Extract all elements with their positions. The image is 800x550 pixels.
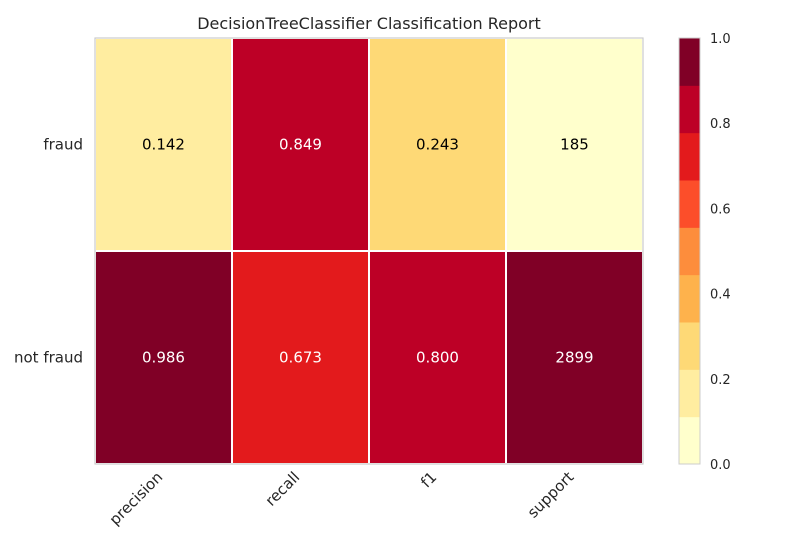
cell-value-label: 2899 <box>555 349 593 367</box>
heatmap-cell <box>94 250 233 465</box>
colorbar: 0.0 0.2 0.4 0.6 0.8 1.0 <box>678 32 731 473</box>
colorbar-frame <box>678 37 701 465</box>
cell-value-label: 0.849 <box>279 136 322 154</box>
column-tick-label: recall <box>262 468 304 510</box>
cell-value-label: 0.243 <box>416 136 459 154</box>
chart-title: DecisionTreeClassifier Classification Re… <box>197 14 541 33</box>
colorbar-segment <box>679 416 700 465</box>
row-tick-label: not fraud <box>14 349 83 367</box>
cell-value-label: 185 <box>560 136 589 154</box>
colorbar-segment <box>679 180 700 228</box>
colorbar-segment <box>679 274 700 323</box>
colorbar-segment <box>679 85 700 134</box>
heatmap-cell <box>231 250 370 465</box>
colorbar-tick-label: 0.8 <box>710 117 731 132</box>
colorbar-tick-label: 0.0 <box>710 458 731 473</box>
cell-value-label: 0.142 <box>142 136 185 154</box>
cell-value-label: 0.986 <box>142 349 185 367</box>
colorbar-segment <box>679 322 700 370</box>
column-tick-label: f1 <box>417 468 440 491</box>
heatmap-cell <box>505 37 644 252</box>
colorbar-tick-label: 0.4 <box>710 288 731 303</box>
colorbar-tick-label: 0.6 <box>710 202 731 217</box>
row-tick-label: fraud <box>43 136 83 154</box>
heatmap-cell <box>231 37 370 252</box>
colorbar-segment <box>679 132 700 181</box>
column-tick-labels: precision recall f1 support <box>106 468 578 529</box>
colorbar-segment <box>679 38 700 86</box>
colorbar-segment <box>679 227 700 276</box>
cell-value-label: 0.800 <box>416 349 459 367</box>
cell-value-label: 0.673 <box>279 349 322 367</box>
colorbar-tick-label: 0.2 <box>710 373 731 388</box>
row-tick-labels: fraud not fraud <box>14 136 83 367</box>
colorbar-tick-label: 1.0 <box>710 32 731 47</box>
heatmap-cell <box>94 37 233 252</box>
heatmap-cell <box>505 250 644 465</box>
heatmap-frame <box>94 37 644 465</box>
column-tick-label: support <box>524 468 578 522</box>
column-tick-label: precision <box>106 468 167 529</box>
heatmap-cells: 0.142 0.849 0.243 185 0.986 0.673 0.800 2899 <box>94 37 644 465</box>
colorbar-segment <box>679 369 700 418</box>
